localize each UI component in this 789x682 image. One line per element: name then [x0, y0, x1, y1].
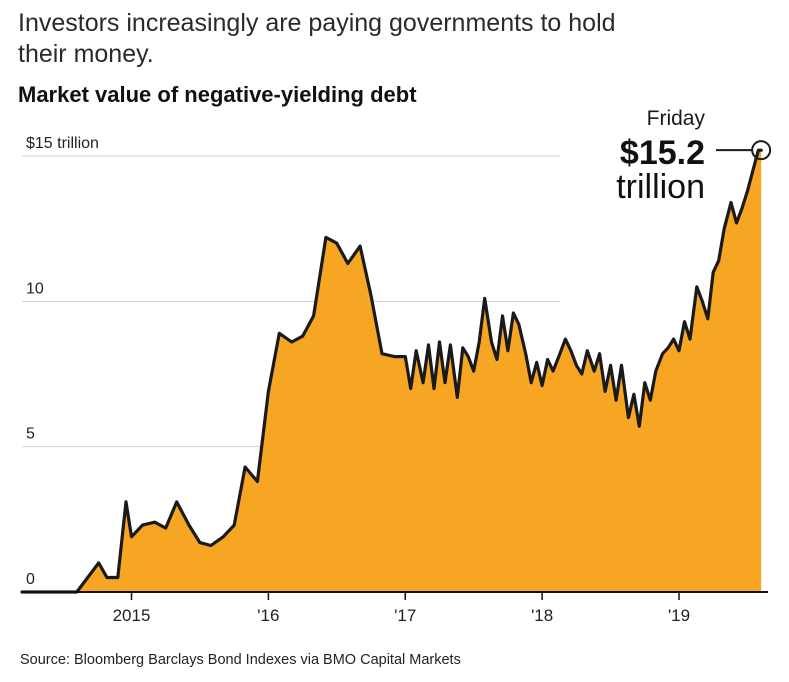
y-tick-label: 0	[26, 571, 35, 588]
series-area	[20, 148, 763, 594]
source-note: Source: Bloomberg Barclays Bond Indexes …	[20, 652, 461, 668]
axes: 0 5 10 $15 trillion 2015 '16 '17 '18 '19	[22, 135, 768, 625]
x-tick-label: '19	[668, 606, 690, 625]
annotation-marker	[751, 140, 772, 161]
x-tick-label: 2015	[113, 606, 151, 625]
y-tick-label: 5	[26, 426, 35, 443]
x-tick-label: '16	[257, 606, 279, 625]
chart-subtitle: Investors increasingly are paying govern…	[18, 9, 616, 68]
y-tick-label: 10	[26, 280, 44, 297]
series-line	[20, 148, 763, 594]
annotation-label: Friday	[647, 107, 706, 130]
annotation-value: $15.2	[620, 134, 705, 172]
y-tick-label: $15 trillion	[26, 135, 99, 152]
annotation: Friday $15.2 trillion	[616, 107, 772, 206]
chart-title: Market value of negative-yielding debt	[18, 82, 417, 107]
annotation-unit: trillion	[616, 168, 705, 206]
x-tick-label: '17	[394, 606, 416, 625]
x-tick-label: '18	[531, 606, 553, 625]
